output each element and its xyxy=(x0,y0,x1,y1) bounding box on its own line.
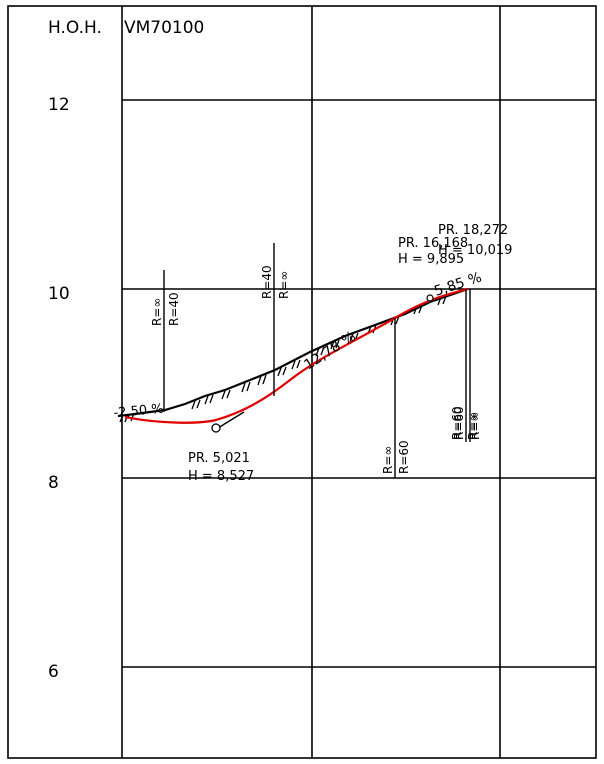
elevation-label-12: 12 xyxy=(48,95,70,115)
elevation-label-8: 8 xyxy=(48,473,59,493)
grade-left-label: -2,50 % xyxy=(113,402,164,421)
curve-radius-label-1b: R=40 xyxy=(167,292,181,326)
low-point-marker xyxy=(212,424,220,432)
curve-radius-label-3a: R=∞ xyxy=(381,446,395,474)
low-point-height: H = 8,527 xyxy=(188,469,254,484)
tangent-point-2-label: PR. 18,272 xyxy=(438,223,508,238)
tangent-point-2-height: H = 10,019 xyxy=(438,243,512,258)
high-point-marker xyxy=(427,295,433,301)
curve-radius-label-1a: R=∞ xyxy=(150,298,164,326)
elevation-label-6: 6 xyxy=(48,662,59,682)
grade-right-label: 5,85 % xyxy=(432,269,483,299)
curve-radius-label-5a: R=60 xyxy=(450,406,464,440)
curve-radius-label-5b: R=∞ xyxy=(466,412,480,440)
low-point-label: PR. 5,021 xyxy=(188,451,250,466)
drawing-frame xyxy=(8,6,596,758)
drawing-id: VM70100 xyxy=(124,18,204,38)
curve-radius-label-3b: R=60 xyxy=(397,440,411,474)
axis-label: H.O.H. xyxy=(48,18,102,38)
elevation-label-10: 10 xyxy=(48,284,70,304)
grid xyxy=(8,6,596,758)
curve-radius-label-2a: R=40 xyxy=(260,265,274,299)
curve-radius-label-2b: R=∞ xyxy=(277,271,291,299)
